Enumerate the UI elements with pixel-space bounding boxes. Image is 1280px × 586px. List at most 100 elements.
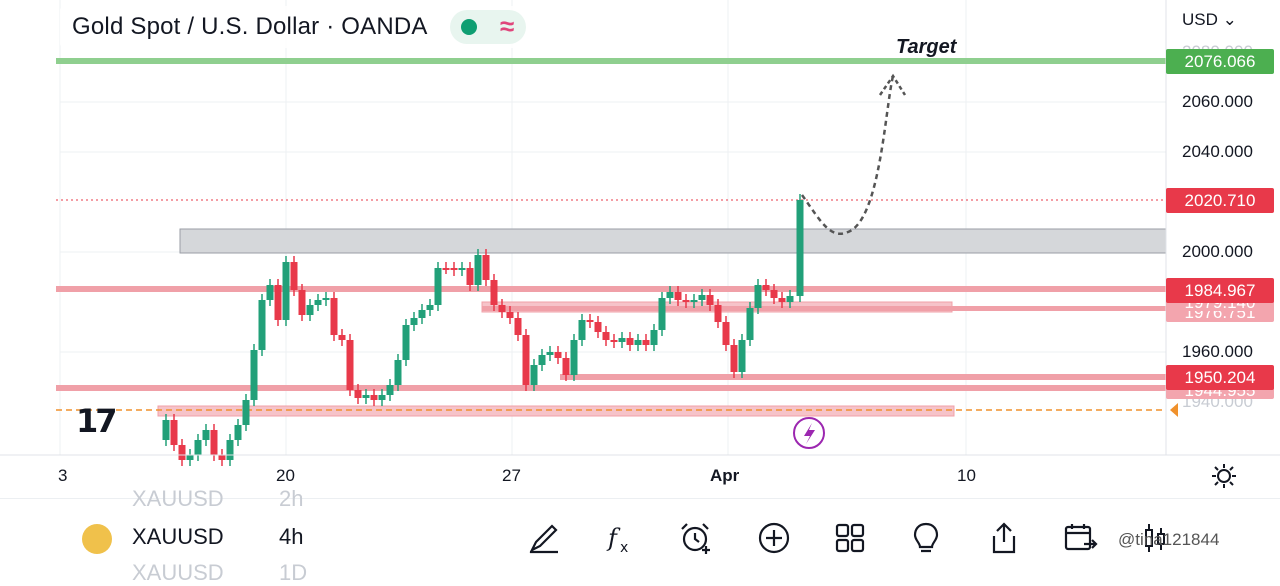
candle-body bbox=[346, 340, 354, 390]
price-badge-1984: 1984.967 bbox=[1166, 278, 1274, 303]
price-tick: 2060.000 bbox=[1182, 92, 1253, 111]
candle-body bbox=[178, 445, 186, 460]
symbol-header[interactable]: Gold Spot / U.S. Dollar · OANDA ≈ bbox=[60, 6, 536, 48]
candle-body bbox=[242, 400, 250, 425]
projection-arrow bbox=[800, 75, 895, 235]
symbol-name[interactable]: XAUUSD bbox=[132, 524, 224, 549]
bulb-icon[interactable] bbox=[906, 518, 946, 558]
share-icon[interactable] bbox=[984, 518, 1024, 558]
candle-body bbox=[250, 350, 258, 400]
symbol-prev: XAUUSD bbox=[132, 486, 224, 511]
candle-body bbox=[706, 295, 714, 305]
candle-body bbox=[554, 352, 562, 358]
grid-icon[interactable] bbox=[830, 518, 870, 558]
alarm-add-icon[interactable] bbox=[676, 518, 716, 558]
candle-body bbox=[410, 318, 418, 325]
target-line bbox=[56, 58, 1166, 64]
currency-selector[interactable]: USD ⌄ bbox=[1182, 10, 1237, 30]
candle-body bbox=[570, 340, 578, 375]
candle-body bbox=[626, 338, 634, 345]
candle-body bbox=[370, 395, 378, 400]
svg-text:x: x bbox=[620, 540, 628, 556]
candle-body bbox=[634, 340, 642, 345]
candle-body bbox=[698, 295, 706, 300]
candle-body bbox=[642, 340, 650, 345]
gold-bars-icon bbox=[82, 524, 112, 554]
candle-body bbox=[730, 345, 738, 372]
candle-settings-icon[interactable] bbox=[1136, 518, 1176, 558]
price-chart[interactable] bbox=[0, 0, 1280, 500]
candle-body bbox=[682, 300, 690, 302]
candle-body bbox=[194, 440, 202, 455]
candle-body bbox=[218, 455, 226, 460]
candle-body bbox=[586, 320, 594, 322]
candle-body bbox=[490, 280, 498, 305]
price-badge-current: 2020.710 bbox=[1166, 188, 1274, 213]
candle-body bbox=[658, 298, 666, 330]
candle-body bbox=[162, 420, 170, 440]
time-label: 20 bbox=[276, 466, 295, 485]
candle-body bbox=[450, 268, 458, 270]
candle-body bbox=[282, 262, 290, 320]
candle-body bbox=[538, 355, 546, 365]
candle-body bbox=[562, 358, 570, 375]
candle-body bbox=[234, 425, 242, 440]
candle-body bbox=[546, 352, 554, 355]
candle-body bbox=[354, 390, 362, 398]
candle-body bbox=[618, 338, 626, 342]
pen-icon[interactable] bbox=[524, 518, 564, 558]
price-tick: 1960.000 bbox=[1182, 342, 1253, 361]
candle-body bbox=[266, 285, 274, 300]
support-band-1984 bbox=[56, 286, 1166, 292]
price-tick: 2000.000 bbox=[1182, 242, 1253, 261]
resistance-zone bbox=[179, 228, 1167, 254]
candle-body bbox=[186, 455, 194, 460]
price-tick: 2040.000 bbox=[1182, 142, 1253, 161]
candle-body bbox=[418, 310, 426, 318]
candle-body bbox=[274, 285, 282, 320]
candle-body bbox=[290, 262, 298, 290]
timeframe-prev: 2h bbox=[279, 486, 304, 511]
candle-body bbox=[322, 298, 330, 300]
price-badge-target: 2076.066 bbox=[1166, 49, 1274, 74]
timeframe[interactable]: 4h bbox=[279, 524, 304, 549]
candle-body bbox=[746, 308, 754, 340]
candle-body bbox=[610, 340, 618, 342]
plus-circle-icon[interactable] bbox=[754, 518, 794, 558]
candle-body bbox=[482, 255, 490, 280]
candle-body bbox=[650, 330, 658, 345]
candle-body bbox=[434, 268, 442, 305]
support-band-1950 bbox=[560, 374, 1166, 380]
event-lightning-icon bbox=[793, 417, 825, 449]
market-status-pill[interactable]: ≈ bbox=[449, 10, 526, 44]
candle-body bbox=[170, 420, 178, 445]
time-label: 10 bbox=[957, 466, 976, 485]
candle-body bbox=[330, 298, 338, 335]
price-badge-1950: 1950.204 bbox=[1166, 365, 1274, 390]
candle-body bbox=[458, 268, 466, 270]
calendar-compare-icon[interactable] bbox=[1060, 518, 1100, 558]
candle-body bbox=[442, 268, 450, 270]
symbol-title: Gold Spot / U.S. Dollar · OANDA bbox=[72, 13, 428, 40]
candle-body bbox=[426, 305, 434, 310]
candle-body bbox=[674, 292, 682, 300]
candle-body bbox=[762, 285, 770, 290]
candlesticks bbox=[162, 194, 804, 466]
time-label: Apr bbox=[710, 466, 740, 485]
candle-body bbox=[722, 322, 730, 345]
chevron-down-icon: ⌄ bbox=[1222, 10, 1237, 29]
candle-body bbox=[796, 200, 804, 296]
timeframe-next: 1D bbox=[279, 560, 308, 585]
target-annotation: Target bbox=[896, 36, 957, 58]
candle-body bbox=[714, 305, 722, 322]
candle-body bbox=[666, 292, 674, 298]
tradingview-logo: 17 bbox=[76, 402, 117, 440]
candle-body bbox=[378, 395, 386, 400]
candle-body bbox=[530, 365, 538, 385]
support-band-1944 bbox=[56, 385, 1166, 391]
settings-gear-icon[interactable] bbox=[1210, 462, 1238, 490]
candle-body bbox=[394, 360, 402, 385]
candle-body bbox=[786, 296, 794, 302]
candle-body bbox=[514, 318, 522, 335]
